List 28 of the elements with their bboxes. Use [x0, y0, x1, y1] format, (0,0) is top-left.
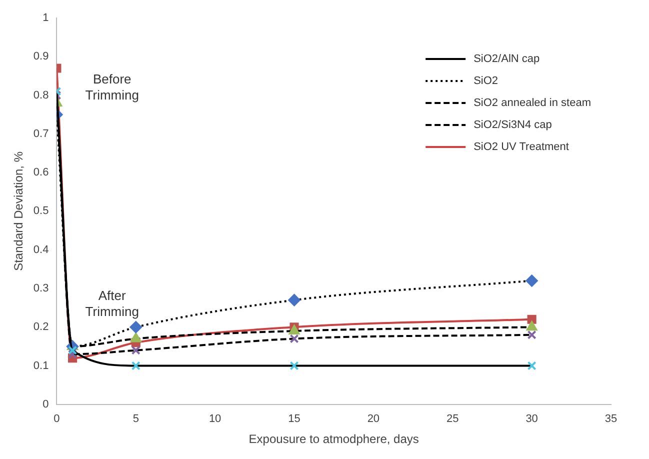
x-tick-label: 15: [288, 413, 300, 426]
annotation: Before Trimming: [85, 72, 139, 103]
y-axis-title: Standard Deviation, %: [12, 151, 26, 271]
y-tick-label: 0.8: [33, 89, 49, 102]
legend-label: SiO2 UV Treatment: [474, 141, 569, 154]
y-tick-label: 0.9: [33, 50, 49, 63]
legend-label: SiO2/Si3N4 cap: [474, 119, 552, 132]
annotation: After Trimming: [85, 288, 139, 319]
y-tick-label: 0.2: [33, 321, 49, 334]
x-tick-label: 25: [446, 413, 459, 426]
x-tick-label: 0: [54, 413, 60, 426]
y-tick-label: 1: [42, 12, 49, 24]
y-tick-label: 0: [42, 398, 49, 410]
legend-label: SiO2: [474, 75, 498, 88]
legend-label: SiO2 annealed in steam: [474, 97, 592, 110]
y-tick-label: 0.5: [33, 205, 49, 218]
x-axis-title: Expousure to atmodphere, days: [248, 432, 419, 446]
x-tick-label: 10: [208, 413, 222, 426]
legend-label: SiO2/AlN cap: [474, 53, 540, 66]
x-tick-label: 20: [367, 413, 380, 426]
y-tick-label: 0.6: [33, 166, 49, 179]
x-tick-label: 5: [132, 413, 139, 426]
y-tick-label: 0.7: [33, 128, 49, 140]
x-tick-label: 30: [526, 413, 538, 426]
y-tick-label: 0.4: [33, 244, 49, 256]
y-tick-label: 0.1: [33, 360, 49, 372]
x-tick-label: 35: [604, 413, 618, 426]
y-tick-label: 0.3: [33, 282, 49, 295]
